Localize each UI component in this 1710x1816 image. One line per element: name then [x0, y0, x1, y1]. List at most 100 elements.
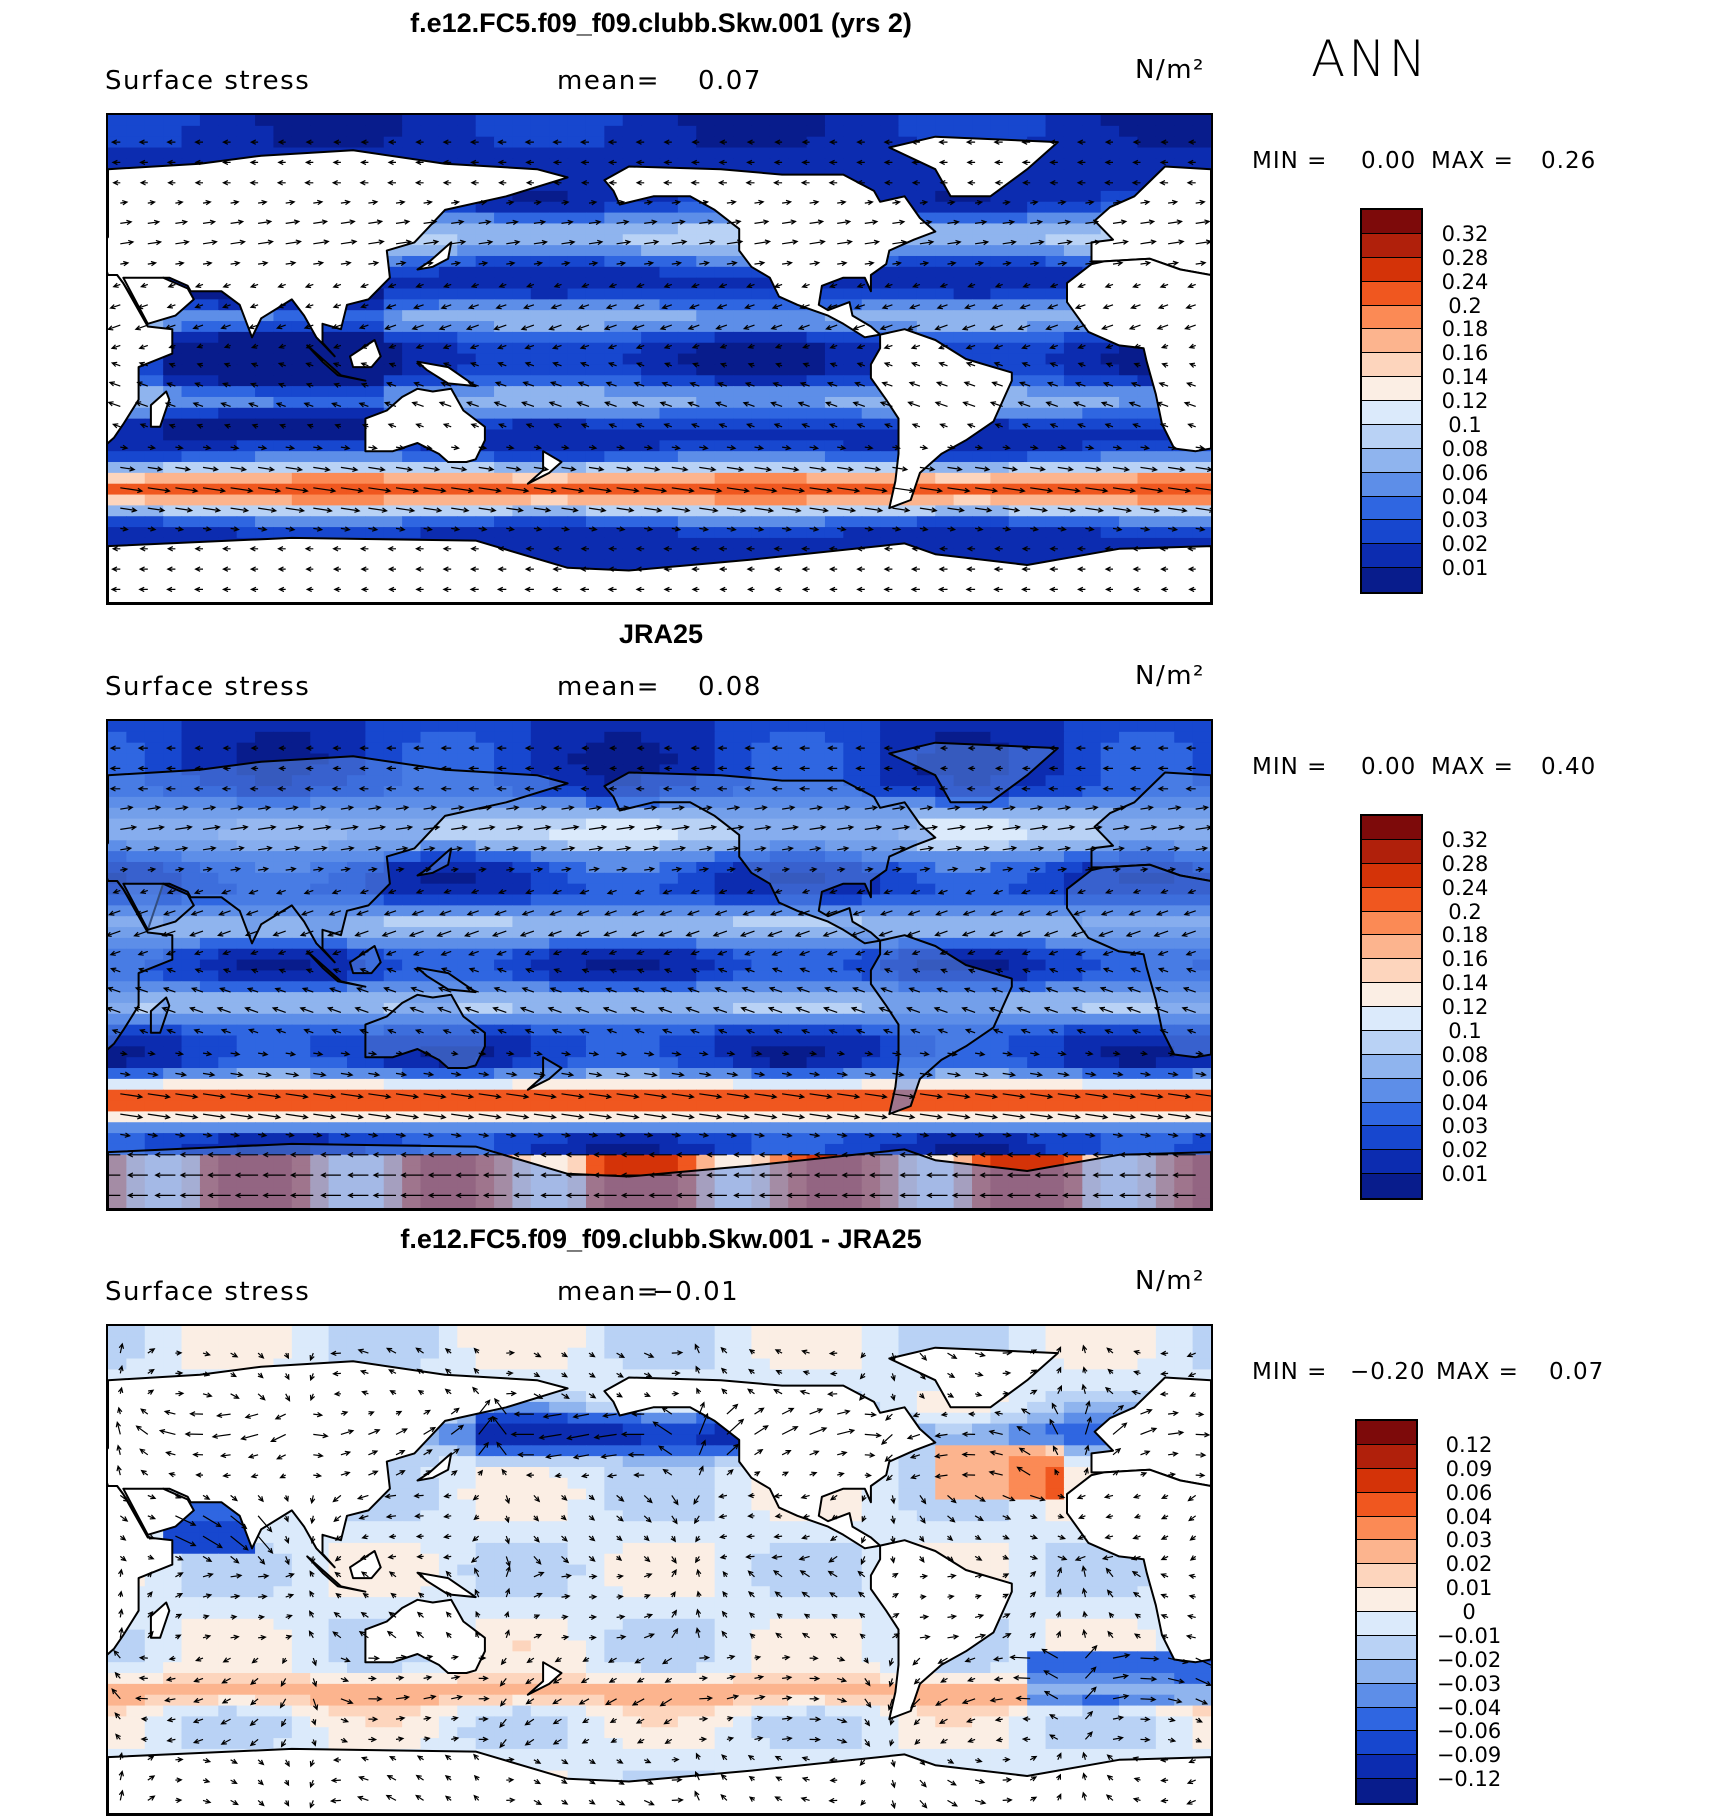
wind-arrow — [498, 282, 507, 288]
field-cell — [475, 494, 495, 506]
field-cell — [806, 364, 826, 376]
field-cell — [383, 245, 403, 257]
field-cell — [328, 396, 348, 409]
field-cell — [530, 807, 550, 820]
field-cell — [714, 548, 734, 561]
field-cell — [806, 927, 826, 939]
wind-arrow — [1057, 219, 1072, 225]
field-cell — [1027, 494, 1047, 506]
field-cell — [788, 462, 808, 474]
wind-arrow — [415, 343, 424, 349]
field-cell — [255, 136, 275, 149]
wind-arrow — [579, 361, 590, 368]
field-cell — [494, 861, 514, 874]
field-cell — [769, 440, 789, 452]
field-cell — [604, 353, 624, 366]
field-cell — [549, 840, 569, 852]
panel-1-mean-value: 0.07 — [698, 66, 762, 96]
field-cell — [659, 548, 679, 561]
field-cell — [990, 883, 1010, 896]
field-cell — [383, 516, 403, 528]
field-cell — [1063, 861, 1083, 874]
field-cell — [898, 731, 918, 744]
field-cell — [990, 321, 1010, 333]
field-cell — [530, 916, 550, 928]
field-cell — [1100, 721, 1120, 733]
field-cell — [402, 494, 422, 506]
wind-arrow — [1002, 444, 1011, 451]
field-cell — [733, 937, 753, 950]
wind-arrow — [726, 219, 742, 225]
field-cell — [199, 386, 219, 398]
field-cell — [567, 548, 587, 561]
field-cell — [733, 753, 753, 765]
wind-arrow — [478, 260, 489, 267]
field-cell — [1100, 796, 1120, 809]
field-cell — [291, 451, 311, 463]
field-cell — [806, 331, 826, 344]
field-cell — [1192, 115, 1211, 127]
field-cell — [622, 255, 642, 268]
wind-arrow — [1045, 324, 1059, 331]
wind-arrow — [313, 199, 324, 206]
field-cell — [659, 255, 679, 268]
field-cell — [972, 829, 991, 841]
field-cell — [898, 277, 918, 290]
wind-arrow — [939, 423, 948, 429]
wind-arrow — [726, 466, 745, 472]
field-cell — [604, 201, 624, 214]
field-cell — [236, 331, 256, 344]
field-cell — [714, 537, 734, 550]
coastline — [349, 339, 382, 369]
field-cell — [1027, 807, 1047, 820]
field-cell — [733, 483, 753, 496]
field-cell — [494, 245, 514, 257]
field-cell — [365, 136, 385, 149]
field-cell — [512, 407, 532, 420]
field-cell — [1063, 136, 1083, 149]
wind-arrow — [1072, 401, 1086, 407]
field-cell — [585, 407, 605, 420]
wind-arrow — [633, 304, 645, 310]
field-cell — [880, 872, 900, 885]
field-cell — [788, 115, 808, 127]
field-cell — [1045, 115, 1065, 127]
field-cell — [1119, 375, 1139, 387]
wind-arrow — [937, 586, 948, 593]
field-cell — [1119, 462, 1139, 474]
wind-arrow — [1057, 526, 1067, 532]
field-cell — [457, 462, 477, 474]
field-cell — [457, 927, 477, 939]
wind-arrow — [1140, 239, 1157, 245]
field-cell — [218, 451, 238, 463]
field-cell — [310, 494, 330, 506]
field-cell — [1008, 472, 1028, 485]
field-cell — [622, 483, 642, 496]
field-cell — [365, 125, 385, 138]
field-cell — [1119, 429, 1139, 441]
wind-arrow — [1159, 282, 1169, 289]
field-cell — [622, 212, 642, 225]
wind-arrow — [1140, 445, 1151, 451]
field-cell — [677, 158, 697, 170]
wind-arrow — [553, 180, 562, 186]
field-cell — [1100, 483, 1120, 496]
wind-arrow — [368, 219, 384, 225]
wind-arrow — [635, 546, 645, 552]
field-cell — [1137, 742, 1157, 755]
field-cell — [935, 277, 955, 290]
field-cell — [1063, 829, 1083, 841]
field-cell — [972, 321, 991, 333]
wind-arrow — [120, 219, 133, 226]
field-cell — [567, 472, 587, 485]
wind-arrow — [635, 159, 645, 166]
field-cell — [438, 125, 458, 138]
field-cell — [641, 937, 661, 950]
field-cell — [1174, 483, 1194, 496]
wind-arrow — [746, 566, 755, 572]
field-cell — [365, 721, 385, 733]
field-cell — [475, 527, 495, 539]
wind-arrow — [1195, 239, 1211, 245]
field-cell — [438, 299, 458, 311]
field-cell — [1119, 180, 1139, 192]
